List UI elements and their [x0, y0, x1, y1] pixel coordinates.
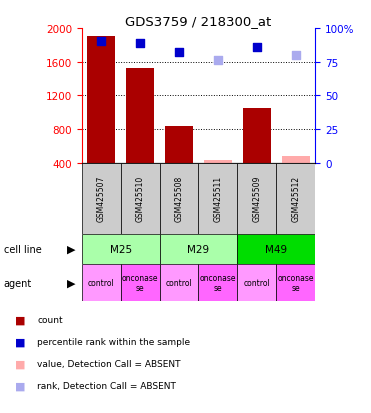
Bar: [165, 126, 193, 164]
Text: control: control: [165, 278, 193, 287]
Bar: [160, 234, 237, 264]
Text: ▶: ▶: [67, 278, 75, 288]
Point: [137, 40, 143, 47]
Bar: [198, 164, 237, 234]
Point: [293, 52, 299, 59]
Text: control: control: [243, 278, 270, 287]
Bar: [160, 264, 198, 301]
Point: [98, 39, 104, 46]
Bar: [88, 37, 115, 164]
Text: percentile rank within the sample: percentile rank within the sample: [37, 337, 190, 347]
Text: agent: agent: [4, 278, 32, 288]
Text: M25: M25: [109, 244, 132, 254]
Text: GSM425510: GSM425510: [135, 176, 145, 222]
Bar: [243, 109, 270, 164]
Text: ■: ■: [15, 337, 25, 347]
Bar: [127, 69, 154, 164]
Text: GSM425512: GSM425512: [291, 176, 301, 222]
Text: cell line: cell line: [4, 244, 42, 254]
Text: M29: M29: [187, 244, 210, 254]
Point: [215, 58, 221, 64]
Bar: [276, 264, 315, 301]
Text: ■: ■: [15, 359, 25, 369]
Text: M49: M49: [265, 244, 288, 254]
Text: value, Detection Call = ABSENT: value, Detection Call = ABSENT: [37, 359, 181, 368]
Bar: [276, 164, 315, 234]
Text: rank, Detection Call = ABSENT: rank, Detection Call = ABSENT: [37, 381, 176, 390]
Bar: [237, 264, 276, 301]
Text: GSM425511: GSM425511: [213, 176, 223, 222]
Bar: [121, 264, 160, 301]
Text: GSM425508: GSM425508: [174, 176, 184, 222]
Bar: [82, 234, 160, 264]
Bar: [198, 264, 237, 301]
Bar: [82, 164, 121, 234]
Text: control: control: [88, 278, 115, 287]
Bar: [237, 164, 276, 234]
Point: [254, 45, 260, 51]
Bar: [282, 157, 309, 164]
Text: GSM425509: GSM425509: [252, 176, 262, 222]
Bar: [204, 161, 232, 164]
Text: count: count: [37, 316, 63, 325]
Bar: [160, 164, 198, 234]
Text: ■: ■: [15, 381, 25, 391]
Text: onconase
se: onconase se: [122, 273, 158, 292]
Text: onconase
se: onconase se: [200, 273, 236, 292]
Title: GDS3759 / 218300_at: GDS3759 / 218300_at: [125, 15, 272, 28]
Text: ▶: ▶: [67, 244, 75, 254]
Bar: [237, 234, 315, 264]
Point: [176, 50, 182, 57]
Bar: [82, 264, 121, 301]
Text: GSM425507: GSM425507: [96, 176, 106, 222]
Text: ■: ■: [15, 315, 25, 325]
Bar: [121, 164, 160, 234]
Text: onconase
se: onconase se: [278, 273, 314, 292]
